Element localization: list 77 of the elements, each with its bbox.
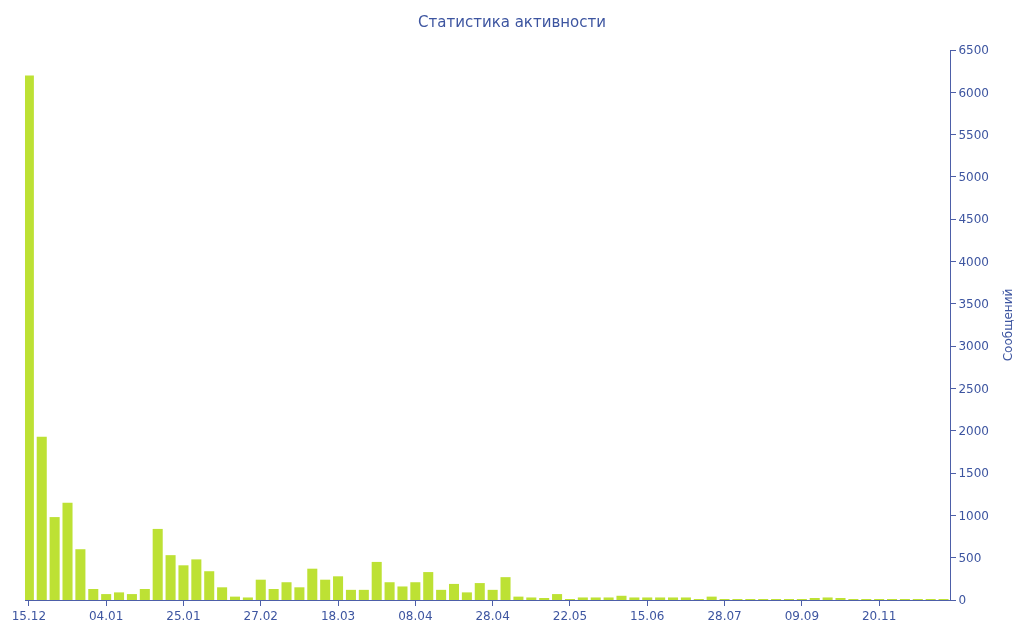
bar bbox=[294, 587, 305, 600]
bar bbox=[448, 583, 460, 600]
bar bbox=[397, 586, 408, 600]
bar bbox=[526, 597, 537, 600]
bar bbox=[281, 582, 292, 600]
bar bbox=[461, 592, 472, 600]
y-tick-label: 3000 bbox=[958, 339, 989, 354]
bar bbox=[139, 589, 150, 600]
x-tick-label: 28.04 bbox=[475, 609, 510, 624]
bar bbox=[178, 565, 189, 600]
x-tick-label: 28.07 bbox=[707, 609, 742, 624]
bar bbox=[345, 589, 356, 600]
bar bbox=[126, 594, 137, 600]
bar bbox=[590, 597, 601, 600]
y-tick-label: 4500 bbox=[958, 212, 989, 227]
bar bbox=[667, 597, 679, 600]
x-tick-label: 18.03 bbox=[320, 609, 356, 624]
y-tick-label: 4000 bbox=[958, 254, 989, 269]
x-tick-label: 25.01 bbox=[166, 609, 201, 624]
bar bbox=[822, 597, 833, 600]
bar bbox=[320, 579, 331, 600]
bar bbox=[436, 589, 447, 600]
bar bbox=[384, 582, 395, 600]
bar bbox=[217, 587, 228, 600]
bar bbox=[101, 594, 112, 600]
bar bbox=[191, 559, 202, 600]
x-tick-label: 22.05 bbox=[552, 609, 588, 624]
x-tick-label: 15.06 bbox=[630, 609, 665, 624]
y-tick-label: 5500 bbox=[958, 127, 989, 142]
bar bbox=[333, 576, 344, 600]
x-tick-label: 09.09 bbox=[784, 609, 820, 624]
y-tick-label: 1500 bbox=[958, 466, 989, 481]
x-tick-label: 04.01 bbox=[88, 609, 124, 624]
bar bbox=[204, 571, 215, 600]
y-tick-label: 2500 bbox=[958, 381, 989, 396]
bar bbox=[88, 589, 99, 600]
y-tick-label: 1000 bbox=[958, 508, 989, 523]
bar bbox=[358, 589, 369, 600]
bar bbox=[255, 579, 266, 600]
bar bbox=[500, 577, 511, 600]
bar bbox=[371, 561, 382, 600]
bar bbox=[36, 436, 47, 600]
bar bbox=[552, 594, 563, 600]
bar bbox=[114, 592, 125, 600]
chart-title: Статистика активности bbox=[418, 12, 606, 31]
bar bbox=[577, 597, 588, 600]
bar bbox=[62, 502, 73, 600]
y-tick-label: 500 bbox=[958, 550, 982, 565]
y-tick-label: 6500 bbox=[958, 43, 989, 58]
bar bbox=[410, 582, 421, 600]
bar bbox=[423, 572, 434, 600]
bar bbox=[25, 75, 34, 600]
bar bbox=[152, 528, 163, 600]
bar bbox=[49, 517, 60, 600]
bar bbox=[307, 568, 318, 600]
x-tick-label: 27.02 bbox=[243, 609, 278, 624]
y-axis-title: Сообщений bbox=[1000, 288, 1015, 362]
bar bbox=[642, 597, 653, 600]
bar bbox=[616, 595, 627, 600]
x-tick-label: 08.04 bbox=[398, 609, 433, 624]
bar bbox=[75, 549, 86, 600]
y-tick-label: 6000 bbox=[958, 85, 989, 100]
y-tick-label: 0 bbox=[958, 593, 967, 608]
bar bbox=[165, 555, 176, 600]
y-tick-label: 5000 bbox=[958, 170, 989, 185]
bar bbox=[680, 597, 691, 600]
bar bbox=[242, 597, 253, 600]
x-tick-label: 20.11 bbox=[861, 609, 897, 624]
bar bbox=[487, 589, 498, 600]
bar bbox=[603, 597, 614, 600]
y-tick-label: 3500 bbox=[958, 297, 989, 312]
bar bbox=[474, 583, 485, 600]
y-tick-label: 2000 bbox=[958, 423, 989, 438]
bar bbox=[268, 589, 279, 600]
bar bbox=[629, 597, 640, 600]
x-tick-label: 15.12 bbox=[11, 609, 47, 624]
bar bbox=[655, 597, 666, 600]
